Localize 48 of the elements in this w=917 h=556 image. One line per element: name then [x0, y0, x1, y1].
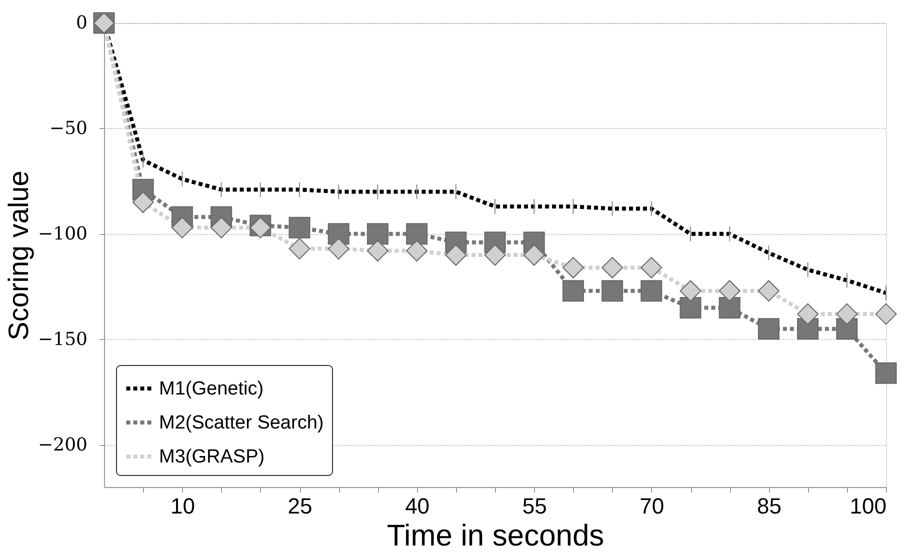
legend-label: M2(Scatter Search): [159, 412, 324, 434]
legend-label: M1(Genetic): [159, 378, 264, 400]
x-tick-label: 40: [405, 494, 430, 518]
point: [562, 256, 584, 278]
point: [210, 216, 232, 238]
point: [366, 223, 388, 245]
point: [602, 256, 624, 278]
point: [366, 240, 388, 262]
point: [836, 303, 858, 325]
point: [797, 303, 819, 325]
x-tick-label: 70: [640, 494, 664, 518]
point: [288, 216, 310, 238]
x-axis-title: Time in seconds: [386, 520, 604, 552]
legend-label: M3(GRASP): [159, 446, 265, 468]
point: [328, 223, 350, 245]
point: [680, 280, 702, 302]
point: [640, 256, 662, 278]
point: [602, 280, 624, 302]
point: [875, 362, 897, 384]
point: [797, 318, 819, 340]
point: [562, 280, 584, 302]
x-tick-label: 10: [170, 494, 195, 518]
point: [523, 244, 545, 266]
x-tick-label: 100: [850, 494, 886, 518]
y-tick-label: −100: [38, 223, 88, 244]
x-tick-label: 85: [756, 494, 782, 518]
point: [718, 296, 740, 318]
y-axis-title: Scoring value: [3, 170, 34, 340]
point: [680, 296, 702, 318]
point: [484, 244, 506, 266]
point: [445, 244, 467, 266]
point: [758, 280, 780, 302]
y-tick-label: 0: [76, 12, 88, 34]
point: [758, 318, 780, 340]
point: [875, 303, 897, 325]
point: [132, 192, 154, 214]
point: [718, 280, 740, 302]
y-tick-label: −200: [38, 434, 88, 456]
x-tick-label: 55: [522, 494, 547, 518]
y-tick-label: −50: [50, 118, 88, 139]
point: [288, 238, 310, 260]
point: [328, 238, 350, 260]
point: [406, 223, 428, 245]
point: [171, 216, 193, 238]
x-tick-label: 25: [288, 494, 312, 518]
point: [406, 240, 428, 262]
point: [640, 280, 662, 302]
y-tick-label: −150: [38, 328, 88, 350]
